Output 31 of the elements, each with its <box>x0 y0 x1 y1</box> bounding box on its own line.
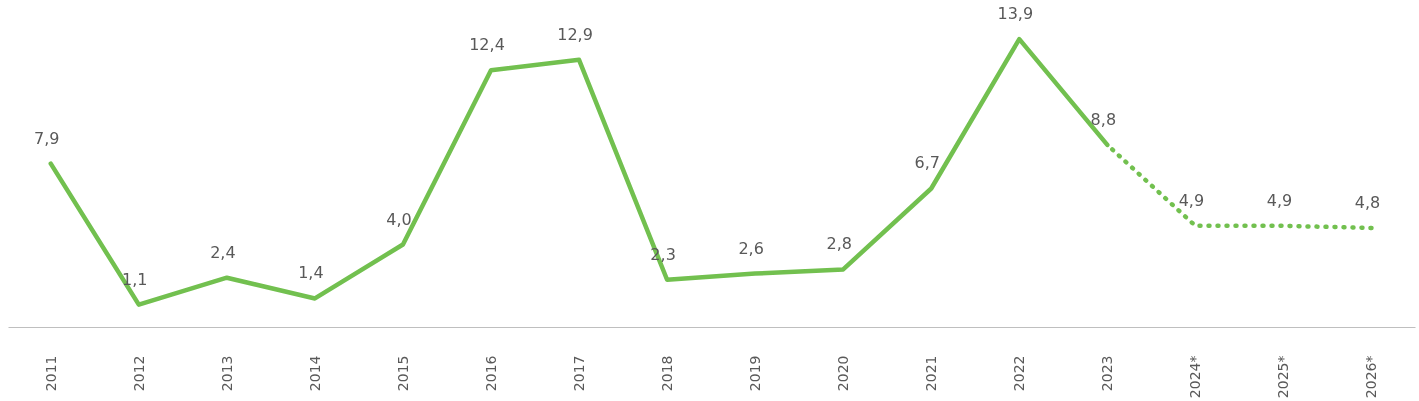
x-tick-label: 2022 <box>1011 355 1028 392</box>
data-label: 4,0 <box>386 209 412 229</box>
x-tick-label: 2019 <box>747 355 764 392</box>
x-tick-label: 2011 <box>42 355 59 392</box>
x-tick-label: 2017 <box>571 355 588 392</box>
x-tick-label: 2023 <box>1099 355 1116 392</box>
data-label: 2,6 <box>738 238 764 258</box>
data-label: 12,9 <box>557 24 593 44</box>
x-tick-label: 2012 <box>130 355 147 392</box>
data-label: 2,8 <box>826 234 852 254</box>
x-tick-label: 2016 <box>483 355 499 392</box>
x-tick-label: 2025* <box>1275 355 1292 399</box>
data-label: 6,7 <box>914 153 940 173</box>
data-label: 7,9 <box>34 128 60 148</box>
data-label: 2,4 <box>210 242 236 262</box>
x-tick-label: 2015 <box>394 355 411 392</box>
data-label: 12,4 <box>469 35 505 55</box>
x-tick-label: 2014 <box>306 355 323 392</box>
data-label: 4,9 <box>1266 190 1293 210</box>
data-label: 4,8 <box>1354 192 1381 212</box>
x-tick-label: 2024* <box>1187 355 1204 399</box>
data-label: 1,1 <box>122 269 148 289</box>
x-tick-label: 2013 <box>218 355 235 392</box>
data-label: 13,9 <box>997 4 1034 24</box>
x-tick-label: 2018 <box>659 355 676 392</box>
data-label: 8,8 <box>1090 109 1117 129</box>
data-label: 4,9 <box>1178 190 1205 210</box>
data-label: 1,4 <box>298 263 324 283</box>
x-tick-label: 2020 <box>835 355 852 392</box>
x-tick-label: 2026* <box>1363 355 1380 399</box>
x-tick-label: 2021 <box>923 355 940 392</box>
